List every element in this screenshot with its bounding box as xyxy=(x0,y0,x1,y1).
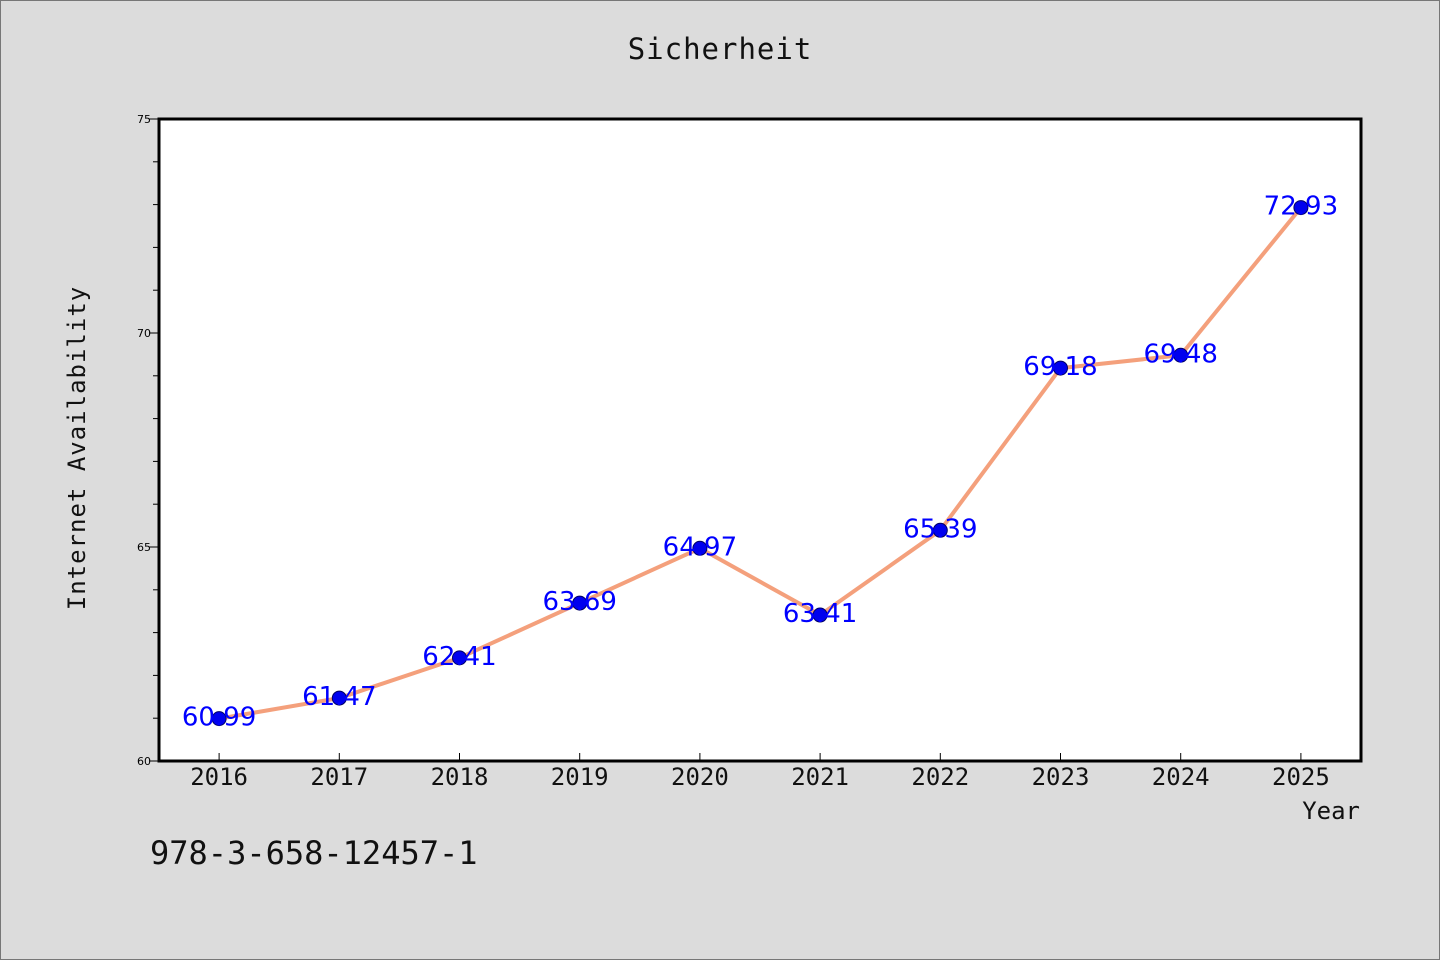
x-tick-label: 2016 xyxy=(190,763,248,791)
data-point-marker xyxy=(331,690,347,706)
data-label: 64.97 xyxy=(663,532,737,562)
chart-title: Sicherheit xyxy=(627,32,813,66)
data-point-marker xyxy=(211,711,227,727)
data-point-marker xyxy=(932,522,948,538)
x-tick-label: 2022 xyxy=(911,763,969,791)
data-label: 60.99 xyxy=(182,703,256,733)
y-tick-label: 70 xyxy=(137,327,151,340)
data-label: 63.69 xyxy=(542,587,616,617)
x-tick-label: 2018 xyxy=(431,763,489,791)
data-point-marker xyxy=(1053,360,1068,376)
data-label: 72.93 xyxy=(1264,192,1338,222)
data-point-marker xyxy=(812,607,828,623)
plot-area xyxy=(157,117,1363,763)
data-point-marker xyxy=(1293,200,1309,216)
y-axis-label: Internet Availability xyxy=(63,285,91,611)
y-tick-label: 75 xyxy=(137,113,151,126)
x-tick-label: 2019 xyxy=(551,763,609,791)
x-tick-label: 2024 xyxy=(1152,763,1210,791)
data-point-marker xyxy=(452,650,467,666)
y-tick-label: 65 xyxy=(137,541,151,554)
x-tick-label: 2023 xyxy=(1032,763,1090,791)
data-label: 63.41 xyxy=(783,599,857,629)
data-point-marker xyxy=(1173,347,1189,363)
data-point-marker xyxy=(692,540,708,556)
data-label: 65.39 xyxy=(903,514,977,544)
data-label: 69.18 xyxy=(1023,352,1097,382)
x-axis-label: Year xyxy=(1302,797,1360,825)
x-tick-label: 2025 xyxy=(1272,763,1330,791)
series-line xyxy=(217,205,1303,721)
x-tick-label: 2017 xyxy=(310,763,368,791)
x-tick-label: 2020 xyxy=(671,763,729,791)
y-tick-label: 60 xyxy=(137,755,151,768)
isbn-annotation: 978-3-658-12457-1 xyxy=(150,834,478,872)
data-label: 69.48 xyxy=(1143,339,1217,369)
data-point-marker xyxy=(572,595,588,611)
data-label: 61.47 xyxy=(302,682,376,712)
x-tick-label: 2021 xyxy=(791,763,849,791)
data-label: 62.41 xyxy=(422,642,496,672)
